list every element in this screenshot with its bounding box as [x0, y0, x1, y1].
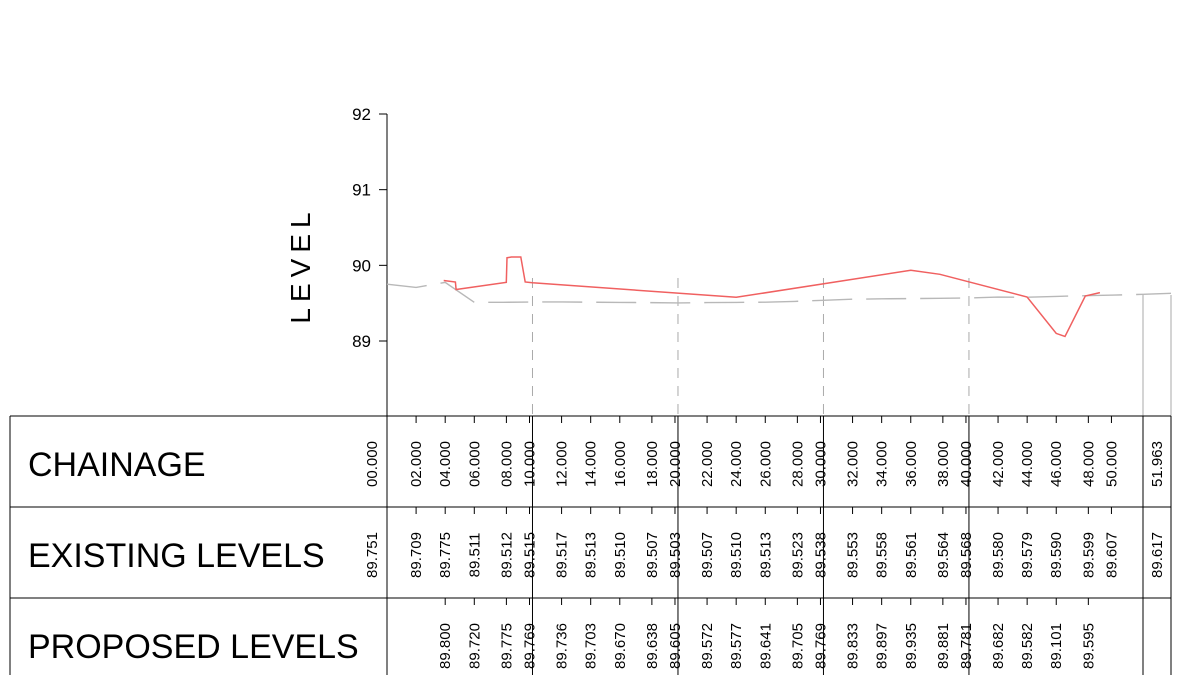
cell-chainage: 34.000: [874, 441, 891, 487]
cell-proposed: 89.736: [554, 623, 571, 669]
cell-chainage: 30.000: [813, 441, 830, 487]
cell-existing: 89.511: [466, 533, 483, 578]
cell-proposed: 89.781: [958, 623, 975, 669]
y-tick-label: 91: [352, 181, 371, 200]
cell-existing: 89.568: [958, 532, 975, 578]
data-table: CHAINAGE EXISTING LEVELS PROPOSED LEVELS 00…: [9, 415, 1172, 675]
cell-chainage: 48.000: [1080, 441, 1097, 487]
cell-existing: 89.538: [813, 532, 830, 578]
cell-chainage: 46.000: [1048, 441, 1065, 487]
cell-chainage: 51.963: [1149, 441, 1166, 487]
cell-chainage: 38.000: [935, 441, 952, 487]
cell-existing: 89.607: [1103, 532, 1120, 578]
cell-chainage: 26.000: [757, 441, 774, 487]
y-tick-label: 92: [352, 105, 371, 124]
cell-chainage: 16.000: [612, 441, 629, 487]
cell-existing: 89.513: [583, 532, 600, 578]
cell-proposed: 89.638: [644, 623, 661, 669]
cell-chainage: 24.000: [728, 441, 745, 487]
cell-chainage: 40.000: [958, 441, 975, 487]
cell-proposed: 89.705: [789, 623, 806, 669]
cell-existing: 89.599: [1080, 532, 1097, 578]
cell-proposed: 89.641: [757, 623, 774, 669]
series-proposed-line: [443, 256, 1101, 338]
cell-proposed: 89.670: [612, 623, 629, 669]
cell-proposed: 89.769: [813, 623, 830, 669]
cell-proposed: 89.769: [522, 623, 539, 669]
cell-proposed: 89.582: [1019, 623, 1036, 669]
cell-chainage: 10.000: [522, 441, 539, 487]
cell-chainage: 44.000: [1019, 441, 1036, 487]
y-tick-label: 89: [352, 332, 371, 351]
cell-chainage: 04.000: [437, 441, 454, 487]
cell-existing: 89.579: [1019, 532, 1036, 578]
cell-proposed: 89.703: [583, 623, 600, 669]
y-tick-label: 90: [352, 256, 371, 275]
cell-proposed: 89.897: [874, 623, 891, 669]
cell-proposed: 89.775: [498, 623, 515, 669]
cell-chainage: 02.000: [408, 441, 425, 487]
cell-chainage: 06.000: [466, 441, 483, 487]
series-existing-line: [386, 281, 1144, 304]
cell-existing: 89.513: [757, 532, 774, 578]
cell-proposed: 89.595: [1080, 623, 1097, 669]
cell-chainage: 12.000: [554, 441, 571, 487]
cell-proposed: 89.577: [728, 623, 745, 669]
cell-chainage: 32.000: [845, 441, 862, 487]
existing-extension-line: [1142, 292, 1172, 296]
cell-chainage: 22.000: [699, 441, 716, 487]
cell-existing: 89.510: [728, 532, 745, 578]
row-title-existing: EXISTING LEVELS: [28, 537, 325, 575]
cell-chainage: 08.000: [498, 441, 515, 487]
cell-proposed: 89.720: [466, 623, 483, 669]
cell-existing: 89.510: [612, 532, 629, 578]
cell-chainage: 36.000: [903, 441, 920, 487]
cell-existing: 89.775: [437, 532, 454, 578]
cell-existing: 89.507: [699, 532, 716, 578]
cell-existing: 89.564: [935, 532, 952, 578]
cell-proposed: 89.935: [903, 623, 920, 669]
cell-proposed: 89.572: [699, 623, 716, 669]
cell-existing: 89.507: [644, 532, 661, 578]
cell-existing: 89.580: [990, 532, 1007, 578]
cell-existing: 89.561: [903, 532, 920, 578]
cell-proposed: 89.833: [845, 623, 862, 669]
cell-chainage: 28.000: [789, 441, 806, 487]
cell-existing: 89.553: [845, 532, 862, 578]
y-axis-label: LEVEL: [285, 206, 316, 323]
cell-proposed: 89.682: [990, 623, 1007, 669]
row-title-chainage: CHAINAGE: [28, 446, 206, 484]
cell-existing: 89.617: [1149, 532, 1166, 578]
cell-proposed: 89.881: [935, 623, 952, 669]
cell-chainage: 50.000: [1103, 441, 1120, 487]
cell-proposed: 89.101: [1048, 623, 1065, 669]
cell-chainage: 00.000: [364, 441, 381, 487]
cell-existing: 89.558: [874, 532, 891, 578]
cell-existing: 89.515: [522, 532, 539, 578]
cell-existing: 89.709: [408, 532, 425, 578]
cell-existing: 89.503: [667, 532, 684, 578]
row-title-proposed: PROPOSED LEVELS: [28, 628, 359, 666]
cell-existing: 89.590: [1048, 532, 1065, 578]
cell-existing: 89.523: [789, 532, 806, 578]
cell-existing: 89.751: [364, 532, 381, 578]
cell-existing: 89.512: [498, 532, 515, 578]
cell-proposed: 89.800: [437, 623, 454, 669]
plot-area: 89 90 91 92: [352, 105, 1172, 416]
cell-chainage: 20.000: [667, 441, 684, 487]
cell-chainage: 14.000: [583, 441, 600, 487]
cell-existing: 89.517: [554, 532, 571, 578]
cell-chainage: 18.000: [644, 441, 661, 487]
cell-proposed: 89.605: [667, 623, 684, 669]
cell-chainage: 42.000: [990, 441, 1007, 487]
